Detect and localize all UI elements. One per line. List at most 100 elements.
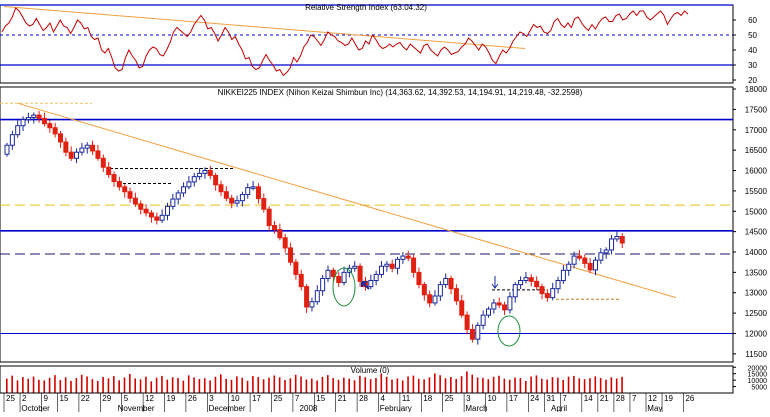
volume-bar	[519, 378, 522, 393]
volume-bar	[524, 380, 527, 393]
price-tick-label: 12000	[745, 329, 768, 338]
x-tick-label: 9	[43, 394, 48, 403]
candle-body	[25, 117, 31, 121]
volume-bar	[262, 379, 265, 393]
candle-body	[63, 141, 69, 153]
candle-body	[36, 114, 42, 119]
candle-body	[229, 197, 235, 204]
candle-body	[587, 262, 593, 271]
volume-title: Volume (0)	[351, 366, 390, 375]
x-tick-label: 10	[488, 394, 497, 403]
volume-bar	[321, 376, 324, 393]
x-tick-label: 15	[316, 394, 325, 403]
volume-bar	[300, 376, 302, 393]
candle-body	[534, 280, 540, 288]
candle-body	[52, 127, 58, 135]
volume-bar	[193, 377, 195, 393]
volume-bar	[278, 377, 281, 393]
candle-body	[304, 286, 310, 308]
candle-body	[90, 144, 96, 152]
x-month-label: February	[380, 404, 412, 412]
volume-bar	[182, 380, 185, 393]
x-tick-label: 29	[102, 394, 111, 403]
volume-tick-label: 15000	[748, 372, 768, 379]
volume-bar	[43, 380, 46, 393]
volume-bar	[166, 379, 169, 393]
x-tick-label: 3	[209, 394, 214, 403]
candle-body	[560, 269, 566, 282]
x-tick-label: 25	[274, 394, 283, 403]
price-tick-label: 14500	[745, 228, 768, 237]
volume-bar	[129, 373, 131, 393]
candle-body	[320, 277, 326, 292]
volume-bar	[80, 374, 83, 393]
volume-tick-label: 10000	[748, 378, 768, 385]
candle-body	[165, 205, 170, 216]
candle-body	[453, 288, 459, 302]
highlight-circle	[332, 267, 356, 307]
x-tick-label: 7	[295, 394, 300, 403]
volume-bar	[118, 380, 120, 393]
candle-body	[309, 301, 315, 308]
candle-body	[95, 150, 101, 159]
candle-body	[427, 294, 433, 304]
volume-bar	[316, 380, 318, 393]
candle-body	[234, 200, 240, 204]
candle-body	[566, 263, 572, 271]
x-tick-label: 4	[381, 394, 386, 403]
price-tick-label: 15000	[745, 207, 768, 216]
volume-bar	[498, 375, 500, 393]
volume-bar	[70, 380, 72, 393]
volume-bar	[359, 375, 361, 393]
candle-body	[486, 308, 491, 316]
x-tick-label: 31	[546, 394, 555, 403]
candle-body	[389, 263, 395, 269]
volume-bar	[546, 379, 548, 393]
candle-body	[539, 286, 545, 295]
volume-bar	[16, 380, 19, 393]
x-axis: 25 2 9 15 22 29 5 12 19 26 3 10 17 25 7 15 21 28 4 11 18 25 3 1…	[0, 392, 733, 413]
volume-bar	[214, 376, 217, 393]
candle-body	[116, 181, 122, 188]
candle-body	[357, 265, 363, 282]
volume-bar	[22, 377, 24, 393]
rsi-title: Relative Strength Index (63.04.32)	[305, 3, 427, 12]
candle-body	[416, 271, 422, 286]
volume-bar	[96, 381, 99, 393]
x-tick-label: 26	[685, 394, 694, 403]
candle-body	[250, 186, 256, 189]
candle-body	[582, 257, 588, 264]
candle-body	[58, 133, 63, 143]
x-tick-label: 26	[188, 394, 197, 403]
volume-bar	[535, 375, 538, 393]
candle-body	[154, 216, 160, 221]
volume-bar	[412, 375, 415, 393]
volume-bar	[209, 380, 211, 393]
volume-bar	[203, 378, 206, 393]
candle-body	[352, 265, 358, 269]
candle-body	[79, 147, 85, 153]
volume-bar	[273, 375, 276, 393]
arrow	[361, 281, 370, 290]
x-tick-label: 17	[252, 394, 261, 403]
volume-bar	[150, 381, 153, 393]
x-tick-label: 24	[530, 394, 539, 403]
price-tick-label: 16500	[745, 146, 768, 155]
volume-bar	[541, 378, 543, 393]
x-tick-label: 19	[167, 394, 176, 403]
candle-body	[9, 134, 15, 146]
volume-bar	[337, 379, 340, 393]
volume-bar	[107, 378, 110, 393]
rsi-tick-label: 50	[748, 31, 757, 40]
candle-body	[550, 288, 556, 299]
x-tick-label: 19	[664, 394, 673, 403]
x-tick-label: 10	[231, 394, 240, 403]
x-tick-label: 7	[562, 394, 567, 403]
volume-bar	[417, 378, 420, 393]
volume-bar	[48, 377, 51, 393]
volume-bar	[401, 380, 404, 393]
x-tick-label: 14	[584, 394, 593, 403]
candle-body	[282, 237, 288, 249]
x-tick-label: 5	[124, 394, 129, 403]
volume-bar	[375, 377, 377, 393]
